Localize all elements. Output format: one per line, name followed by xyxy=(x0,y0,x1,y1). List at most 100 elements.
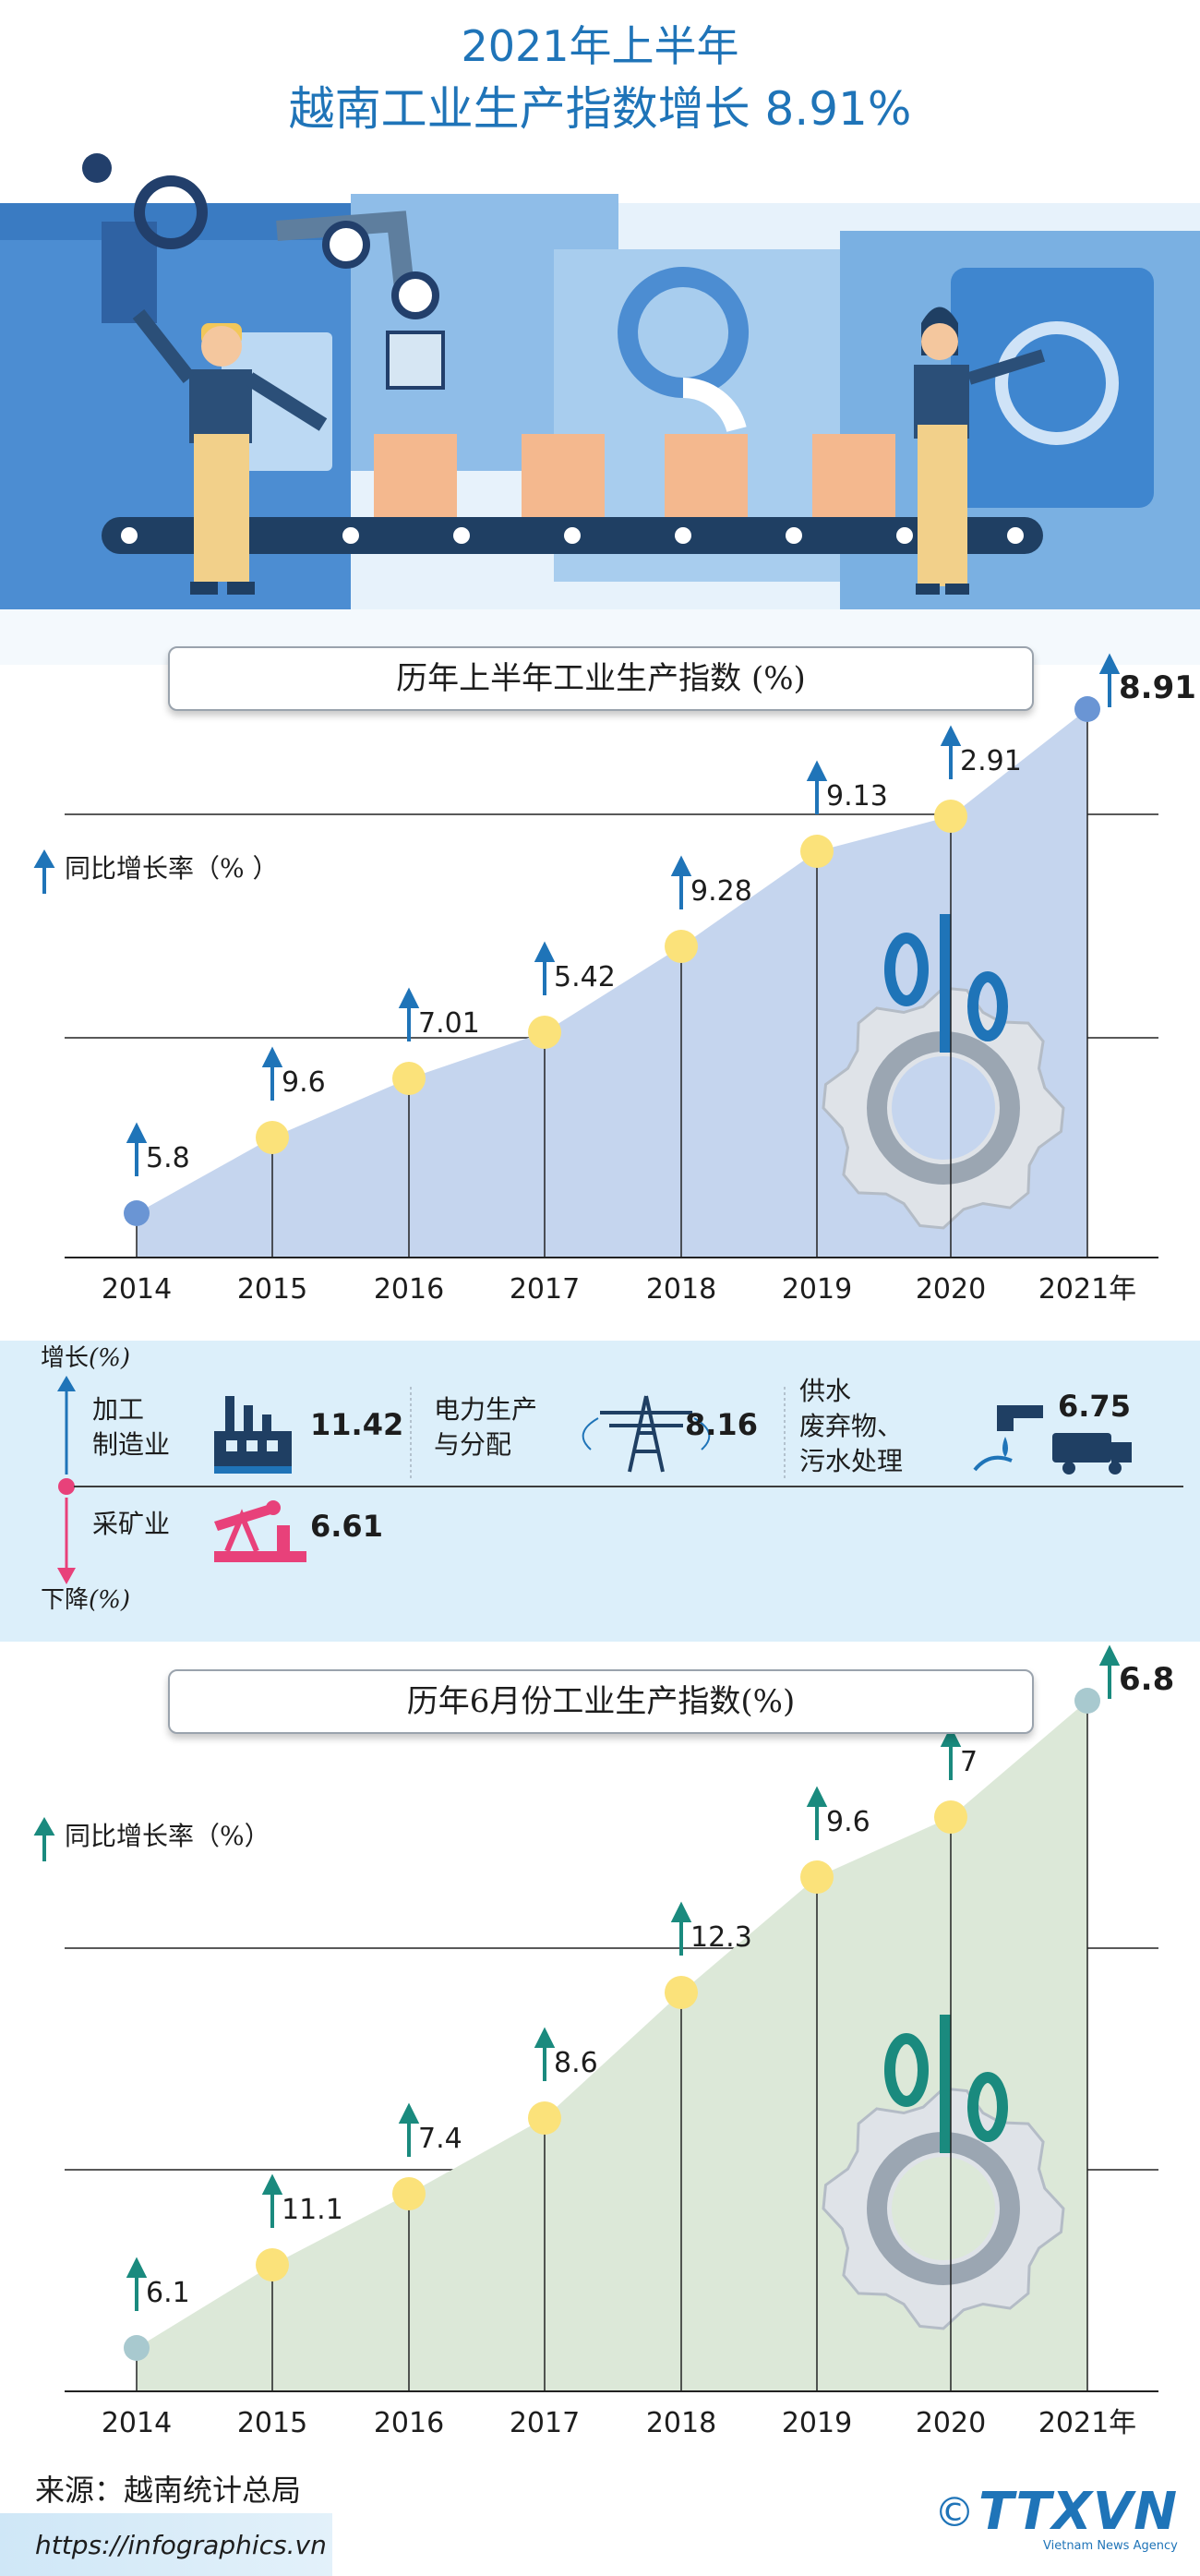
y-axis-label: 同比增长率（% ） xyxy=(65,853,279,884)
data-point xyxy=(124,2335,150,2361)
data-point xyxy=(1074,696,1100,722)
data-label: 9.13 xyxy=(826,780,888,813)
data-point xyxy=(528,1016,561,1049)
x-tick-label: 2021年 xyxy=(1038,2407,1136,2439)
up-arrow-icon xyxy=(261,1046,283,1101)
oil-pump-icon xyxy=(214,1500,306,1562)
sector-name-water: 供水 废弃物、 污水处理 xyxy=(799,1376,904,1476)
power-tower-icon xyxy=(582,1395,711,1473)
data-point xyxy=(934,800,967,833)
y-axis-arrow-icon xyxy=(33,849,55,894)
data-label: 7 xyxy=(960,1746,978,1778)
chart2-title: 历年6月份工业生产指数(%) xyxy=(168,1669,1034,1734)
data-label: 9.28 xyxy=(690,875,752,908)
up-arrow-icon xyxy=(806,760,828,814)
gear-percent-icon xyxy=(822,986,1065,1230)
percent-sign-icon xyxy=(884,914,1008,1053)
up-arrow-icon xyxy=(940,1726,962,1780)
x-tick-label: 2019 xyxy=(782,2407,852,2439)
water-tap-truck-icon xyxy=(973,1405,1132,1475)
up-arrow-icon xyxy=(398,987,420,1041)
data-label: 8.6 xyxy=(554,2047,598,2079)
data-point xyxy=(528,2101,561,2135)
data-point xyxy=(392,2177,426,2210)
x-tick-label: 2017 xyxy=(510,2407,580,2439)
data-point xyxy=(934,1800,967,1834)
data-point xyxy=(665,930,698,963)
sector-value-water: 6.75 xyxy=(1058,1389,1131,1424)
data-point xyxy=(392,1062,426,1095)
up-arrow-icon xyxy=(398,2102,420,2157)
factory-illustration xyxy=(0,153,1200,665)
x-tick-label: 2018 xyxy=(646,1273,716,1306)
x-tick-label: 2018 xyxy=(646,2407,716,2439)
x-tick-label: 2014 xyxy=(102,2407,172,2439)
decrease-arrow-icon xyxy=(57,1568,76,1584)
increase-arrow-icon xyxy=(57,1376,76,1391)
up-arrow-icon xyxy=(1098,1644,1121,1699)
chart-h1-index: 同比增长率（% ） 5.8 2014 9.6 2015 7.01 2016 5.42 2017 9… xyxy=(33,653,1196,1306)
sector-value-power: 8.16 xyxy=(685,1407,758,1442)
factory-icon xyxy=(214,1396,292,1474)
data-point xyxy=(256,2248,289,2281)
data-label: 12.3 xyxy=(690,1921,752,1954)
data-label: 5.8 xyxy=(146,1142,190,1174)
source-note: 来源：越南统计总局 xyxy=(35,2473,302,2508)
up-arrow-icon xyxy=(126,1122,148,1176)
sector-name-mining: 采矿业 xyxy=(92,1509,171,1539)
up-arrow-icon xyxy=(534,2027,556,2081)
increase-label: 增长(%) xyxy=(41,1344,131,1372)
data-point xyxy=(800,835,834,868)
sector-value-mining: 6.61 xyxy=(310,1509,383,1544)
footer-url-link[interactable]: https://infographics.vn xyxy=(35,2530,327,2560)
footer-bar xyxy=(0,2513,332,2576)
x-tick-label: 2020 xyxy=(916,1273,986,1306)
sector-name-power: 电力生产 与分配 xyxy=(434,1394,538,1460)
ttxvn-logo: © TTXVN Vietnam News Agency xyxy=(934,2482,1183,2558)
chart1-title: 历年上半年工业生产指数 (%) xyxy=(168,646,1034,711)
up-arrow-icon xyxy=(1098,653,1121,707)
x-tick-label: 2019 xyxy=(782,1273,852,1306)
x-tick-label: 2014 xyxy=(102,1273,172,1306)
x-tick-label: 2016 xyxy=(374,1273,444,1306)
x-tick-label: 2021年 xyxy=(1038,1273,1136,1306)
data-label: 7.01 xyxy=(418,1007,480,1040)
logo-subtitle: Vietnam News Agency xyxy=(1043,2539,1178,2553)
decrease-label: 下降(%) xyxy=(41,1586,131,1614)
copyright-symbol: © xyxy=(934,2489,975,2536)
data-label: 5.42 xyxy=(554,961,616,993)
data-label: 6.1 xyxy=(146,2277,190,2309)
x-tick-label: 2020 xyxy=(916,2407,986,2439)
up-arrow-icon xyxy=(261,2173,283,2228)
sector-breakdown-panel: 增长(%) 下降(%) 加工 制造业 11.42 电力生产 与分配 8.16 供水废… xyxy=(0,1341,1200,1642)
data-label: 8.91 xyxy=(1119,669,1196,706)
axis-origin-dot xyxy=(58,1478,75,1495)
chart-june-index: 同比增长率（%） 6.1 2014 11.1 2015 7.4 2016 8.6 2017 12.… xyxy=(33,1644,1174,2439)
data-point xyxy=(124,1200,150,1226)
gear-percent-icon xyxy=(822,2087,1065,2330)
data-point xyxy=(1074,1688,1100,1714)
up-arrow-icon xyxy=(806,1786,828,1840)
x-tick-label: 2017 xyxy=(510,1273,580,1306)
data-label: 11.1 xyxy=(282,2194,343,2226)
x-tick-label: 2015 xyxy=(237,1273,307,1306)
data-point xyxy=(256,1121,289,1154)
sector-name-manufacturing: 加工 制造业 xyxy=(92,1394,171,1460)
y-axis-arrow-icon xyxy=(33,1816,55,1861)
data-label: 2.91 xyxy=(960,745,1022,777)
x-tick-label: 2015 xyxy=(237,2407,307,2439)
up-arrow-icon xyxy=(940,725,962,779)
data-point xyxy=(665,1976,698,2009)
up-arrow-icon xyxy=(534,941,556,995)
data-label: 9.6 xyxy=(826,1806,870,1838)
page-title-line1: 2021年上半年 xyxy=(461,21,739,71)
sector-graphics xyxy=(57,1376,1183,1584)
logo-text: TTXVN xyxy=(978,2482,1179,2542)
data-label: 9.6 xyxy=(282,1066,326,1099)
data-label: 6.8 xyxy=(1119,1661,1174,1698)
up-arrow-icon xyxy=(670,1901,692,1956)
y-axis-label: 同比增长率（%） xyxy=(65,1821,270,1851)
data-label: 7.4 xyxy=(418,2123,462,2155)
data-point xyxy=(800,1860,834,1894)
up-arrow-icon xyxy=(670,855,692,909)
